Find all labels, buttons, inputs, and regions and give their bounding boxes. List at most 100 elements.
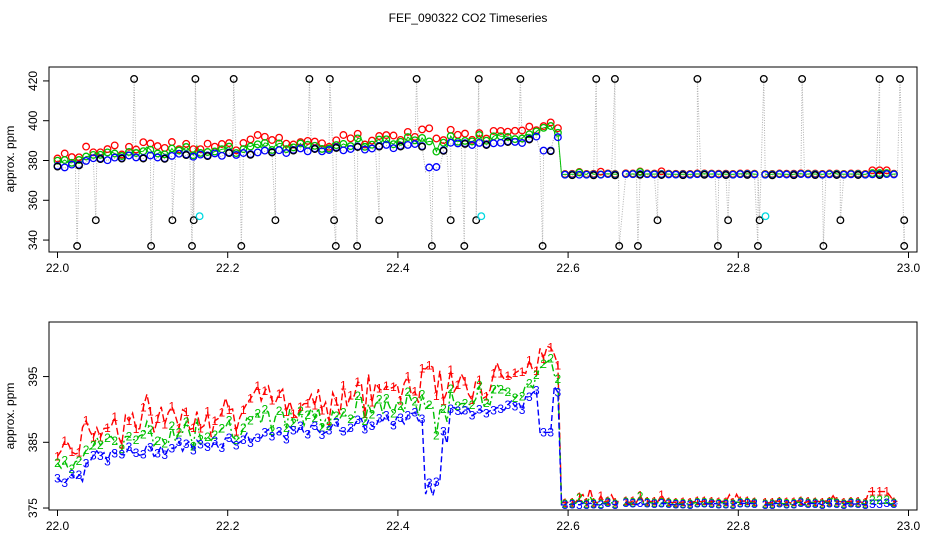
series-2-point: 2 [440,402,447,416]
series-3-point: 3 [226,431,233,445]
cyan-point [477,212,486,221]
raw-series-point [546,147,555,156]
series-1-point: 1 [183,405,190,419]
series-3-point: 3 [447,402,454,416]
series-1-point: 1 [462,374,469,388]
series-1-point: 1 [819,496,826,510]
series-3-point: 3 [147,440,154,454]
top-series-3-point [360,145,369,154]
top-series-3-point [253,148,262,157]
series-2-point: 2 [290,416,297,430]
top-series-1-point [139,138,148,147]
series-3-point: 3 [261,426,268,440]
outlier-point [474,74,483,83]
top-series-3-point [103,156,112,165]
series-3-point: 3 [311,419,318,433]
series-2-point: 2 [812,496,819,510]
top-series-2-point [525,130,534,139]
series-3-point: 3 [840,498,847,512]
series-3-point: 3 [680,497,687,511]
series-2-point: 2 [737,496,744,510]
raw-series-point [768,171,777,180]
series-3-point: 3 [190,444,197,458]
series-3-point: 3 [197,437,204,451]
series-1-point: 1 [812,495,819,509]
outlier-point [633,242,642,250]
top-panel-ytick-label: 340 [26,230,40,250]
top-series-3-point [518,139,527,147]
series-3-point: 3 [597,498,604,512]
top-series-2-point [575,168,584,177]
series-2-point: 2 [876,493,883,507]
series-2-point: 2 [540,357,547,371]
outlier-point [472,216,481,225]
top-panel-data [53,74,909,250]
series-2-point: 2 [304,408,311,422]
series-2-point: 2 [769,497,776,511]
cyan-point [761,212,770,221]
top-series-2-point [182,143,191,151]
series-1-point: 1 [133,422,140,436]
series-2-point: 2 [504,385,511,399]
series-2-point: 2 [855,496,862,510]
series-1-point: 1 [630,494,637,508]
series-1-point: 1 [204,405,211,419]
series-2-point: 2 [694,495,701,509]
series-3-point: 3 [891,497,898,511]
series-1-point: 1 [776,494,783,508]
top-series-3-point [468,141,477,149]
series-2-point: 2 [147,423,154,437]
series-3-point: 3 [855,497,862,511]
series-1-point: 1 [83,414,90,428]
raw-series-point [439,146,448,155]
series-2-point: 2 [708,496,715,510]
top-series-1-point [217,140,226,148]
outlier-point [755,216,764,225]
series-3-point: 3 [426,476,433,490]
raw-series-point [418,142,427,151]
series-1-point: 1 [154,412,161,426]
top-panel-xtick-label: 22.0 [46,261,70,275]
series-3-point: 3 [412,406,419,420]
top-series-1-point [403,127,412,136]
outlier-point [330,216,339,225]
series-1-point: 1 [126,414,133,428]
series-2-point: 2 [526,377,533,391]
series-3-point: 3 [883,496,890,510]
series-2-point: 2 [605,495,612,509]
series-1-point: 1 [90,431,97,445]
outlier-point [653,216,662,225]
series-2-point: 2 [326,419,333,433]
series-3-point: 3 [319,428,326,442]
top-series-3-point [60,163,69,172]
outlier-point [713,242,722,250]
series-2-line [56,357,898,505]
series-1-point: 1 [190,421,197,435]
raw-series-point [246,150,255,159]
series-3-line [57,384,898,506]
top-series-1-point [160,143,169,152]
series-3-point: 3 [512,400,519,414]
top-series-2-point [532,127,541,136]
series-3-point: 3 [433,475,440,489]
series-3-point: 3 [805,497,812,511]
top-series-3-point [346,145,355,153]
series-2-point: 2 [555,372,562,386]
top-series-3-point [260,146,269,155]
series-1-point: 1 [723,495,730,509]
series-2-point: 2 [190,439,197,453]
series-1-point: 1 [680,495,687,509]
series-1-point: 1 [840,496,847,510]
top-series-3-point [296,144,305,153]
top-series-2-point [125,147,133,156]
series-3-point: 3 [605,496,612,510]
series-1-point: 1 [161,417,168,431]
series-1-point: 1 [333,395,340,409]
series-2-point: 2 [819,497,826,511]
series-2-point: 2 [447,382,454,396]
raw-series-point [461,139,469,148]
series-2-point: 2 [347,412,354,426]
series-2-point: 2 [497,383,504,397]
outlier-point [73,242,82,250]
series-3-point: 3 [576,498,583,512]
